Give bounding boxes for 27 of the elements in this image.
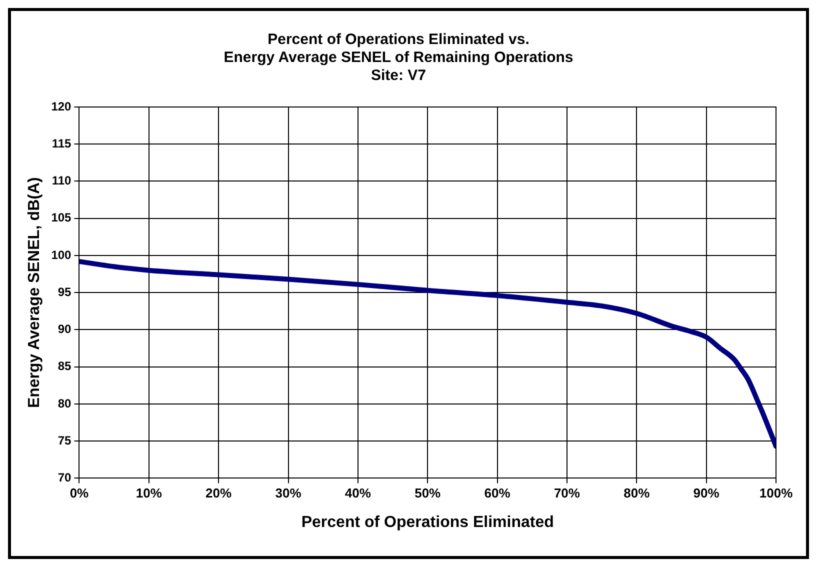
x-tick-label: 10% xyxy=(136,486,162,501)
y-tick-label: 70 xyxy=(58,470,72,485)
text: Energy Average SENEL of Remaining Operations xyxy=(224,49,574,66)
x-tick-label: 40% xyxy=(344,486,372,501)
x-tick-label: 0% xyxy=(70,486,90,501)
x-tick-label: 70% xyxy=(554,486,580,501)
y-tick-label: 80 xyxy=(58,396,72,410)
y-tick-label: 85 xyxy=(58,359,72,374)
x-tick-label: 90% xyxy=(693,486,720,501)
x-axis-title: Percent of Operations Eliminated xyxy=(301,514,554,531)
x-tick-label: 30% xyxy=(275,486,302,501)
x-tick-label: 20% xyxy=(206,486,232,501)
y-tick-label: 115 xyxy=(52,136,72,150)
text: Site: V7 xyxy=(370,67,426,84)
x-tick-label: 50% xyxy=(414,486,442,501)
y-tick-label: 95 xyxy=(58,284,72,299)
y-tick-label: 90 xyxy=(58,322,72,336)
y-tick-label: 120 xyxy=(51,99,72,114)
y-tick-label: 100 xyxy=(51,248,72,262)
y-tick-label: 110 xyxy=(52,174,72,188)
y-tick-label: 75 xyxy=(58,433,72,448)
y-tick-label: 105 xyxy=(51,210,72,225)
x-tick-label: 80% xyxy=(624,486,650,501)
x-tick-label: 60% xyxy=(484,486,511,501)
x-tick-label: 100% xyxy=(759,486,794,501)
text: Percent of Operations Eliminated vs. xyxy=(268,31,530,48)
y-axis-title: Energy Average SENEL, dB(A) xyxy=(26,177,44,408)
